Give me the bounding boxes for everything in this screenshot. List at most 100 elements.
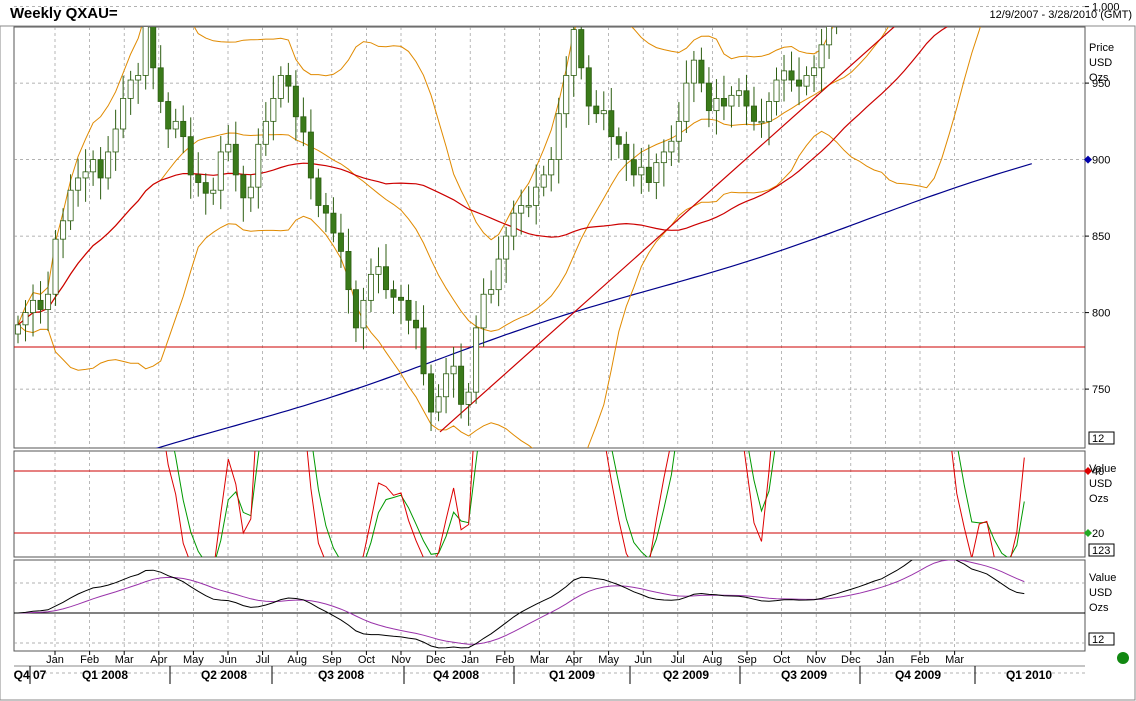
- candle-body: [811, 67, 818, 76]
- candle-body: [585, 67, 592, 107]
- candle-body: [473, 327, 480, 393]
- macd-unit-label: Value: [1089, 572, 1116, 584]
- month-label: Dec: [841, 654, 861, 666]
- month-label: Apr: [565, 654, 582, 666]
- month-label: Sep: [737, 654, 757, 666]
- candle-body: [37, 299, 44, 310]
- month-label: Jan: [461, 654, 479, 666]
- candle-body: [735, 90, 742, 96]
- quarter-label: Q1 2008: [82, 668, 128, 682]
- month-label: Oct: [358, 654, 375, 666]
- candle-body: [675, 120, 682, 142]
- candle-body: [623, 143, 630, 161]
- candle-body: [668, 140, 675, 153]
- candle-body: [187, 136, 194, 176]
- quarter-label: Q3 2008: [318, 668, 364, 682]
- candle-body: [518, 205, 525, 214]
- candle-body: [390, 289, 397, 298]
- price-unit-label: Price: [1089, 42, 1114, 54]
- candle-body: [525, 205, 532, 208]
- month-label: May: [598, 654, 619, 666]
- stoch-panel-box-frame: [1088, 543, 1115, 557]
- candle-body: [105, 151, 112, 179]
- candle-body: [563, 75, 570, 115]
- month-label: Aug: [703, 654, 723, 666]
- candle-body: [465, 391, 472, 405]
- candle-body: [488, 289, 495, 295]
- candle-body: [240, 174, 247, 199]
- candle-body: [330, 212, 337, 234]
- candle-body: [210, 189, 217, 194]
- price-unit-label: USD: [1089, 57, 1112, 69]
- candle-body: [450, 365, 457, 375]
- bb-mid: [17, 27, 889, 332]
- y-tick-label: 800: [1092, 308, 1110, 320]
- macd-unit-label: Ozs: [1089, 602, 1109, 614]
- candle-body: [142, 27, 149, 76]
- month-label: Oct: [773, 654, 790, 666]
- month-label: Jun: [219, 654, 237, 666]
- candle-body: [285, 75, 292, 87]
- candle-body: [720, 98, 727, 107]
- quarter-label: Q4 2009: [895, 668, 941, 682]
- candle-body: [180, 120, 187, 138]
- month-label: Jun: [634, 654, 652, 666]
- candle-body: [14, 324, 21, 335]
- candle-body: [307, 131, 314, 179]
- candle-body: [45, 293, 52, 310]
- candle-body: [458, 365, 465, 405]
- macd-plot: [17, 560, 1025, 649]
- stoch-d-line: [173, 451, 1025, 557]
- candle-body: [217, 151, 224, 191]
- macd-panel-box-frame: [1088, 632, 1115, 646]
- candle-body: [405, 299, 412, 321]
- panel-3: [13, 559, 1086, 652]
- month-label: Feb: [495, 654, 514, 666]
- candle-body: [135, 75, 142, 81]
- price-panel-box-frame: [1088, 431, 1115, 445]
- quarter-label: Q2 2008: [201, 668, 247, 682]
- candle-body: [608, 110, 615, 138]
- outer-frame: [0, 25, 1136, 701]
- y-tick-label: 850: [1092, 231, 1110, 243]
- candle-body: [615, 136, 622, 145]
- candle-body: [758, 120, 765, 124]
- candle-body: [127, 79, 134, 99]
- candle-body: [600, 110, 607, 115]
- candle-body: [52, 238, 59, 295]
- status-indicator-icon: [1117, 652, 1129, 664]
- y-tick-label: 750: [1092, 384, 1110, 396]
- candle-body: [593, 105, 600, 115]
- panel-2: [13, 450, 1086, 558]
- candle-body: [842, 0, 847, 7]
- candle-body: [270, 98, 277, 122]
- candle-body: [112, 128, 119, 153]
- candle-body: [510, 212, 517, 237]
- candle-body: [788, 70, 795, 81]
- month-label: Nov: [391, 654, 411, 666]
- candle-body: [30, 299, 37, 313]
- candle-body: [292, 85, 299, 118]
- candle-body: [570, 29, 577, 76]
- month-label: Jul: [671, 654, 685, 666]
- candle-body: [705, 82, 712, 112]
- candle-body: [653, 162, 660, 183]
- candle-body: [818, 44, 825, 69]
- candle-body: [645, 166, 652, 183]
- candle-body: [480, 293, 487, 329]
- month-label: Dec: [426, 654, 446, 666]
- month-label: Jan: [877, 654, 895, 666]
- candle-body: [683, 82, 690, 122]
- candle-body: [750, 105, 757, 122]
- candle-body: [165, 101, 172, 130]
- candle-body: [375, 266, 382, 275]
- candle-body: [255, 143, 262, 188]
- candle-body: [225, 143, 232, 153]
- macd-panel-box: 12: [1092, 634, 1104, 646]
- month-label: Aug: [287, 654, 307, 666]
- candle-body: [698, 59, 705, 84]
- quarter-label: Q4 2008: [433, 668, 479, 682]
- candle-body: [247, 186, 254, 199]
- signal-line: [17, 560, 1025, 645]
